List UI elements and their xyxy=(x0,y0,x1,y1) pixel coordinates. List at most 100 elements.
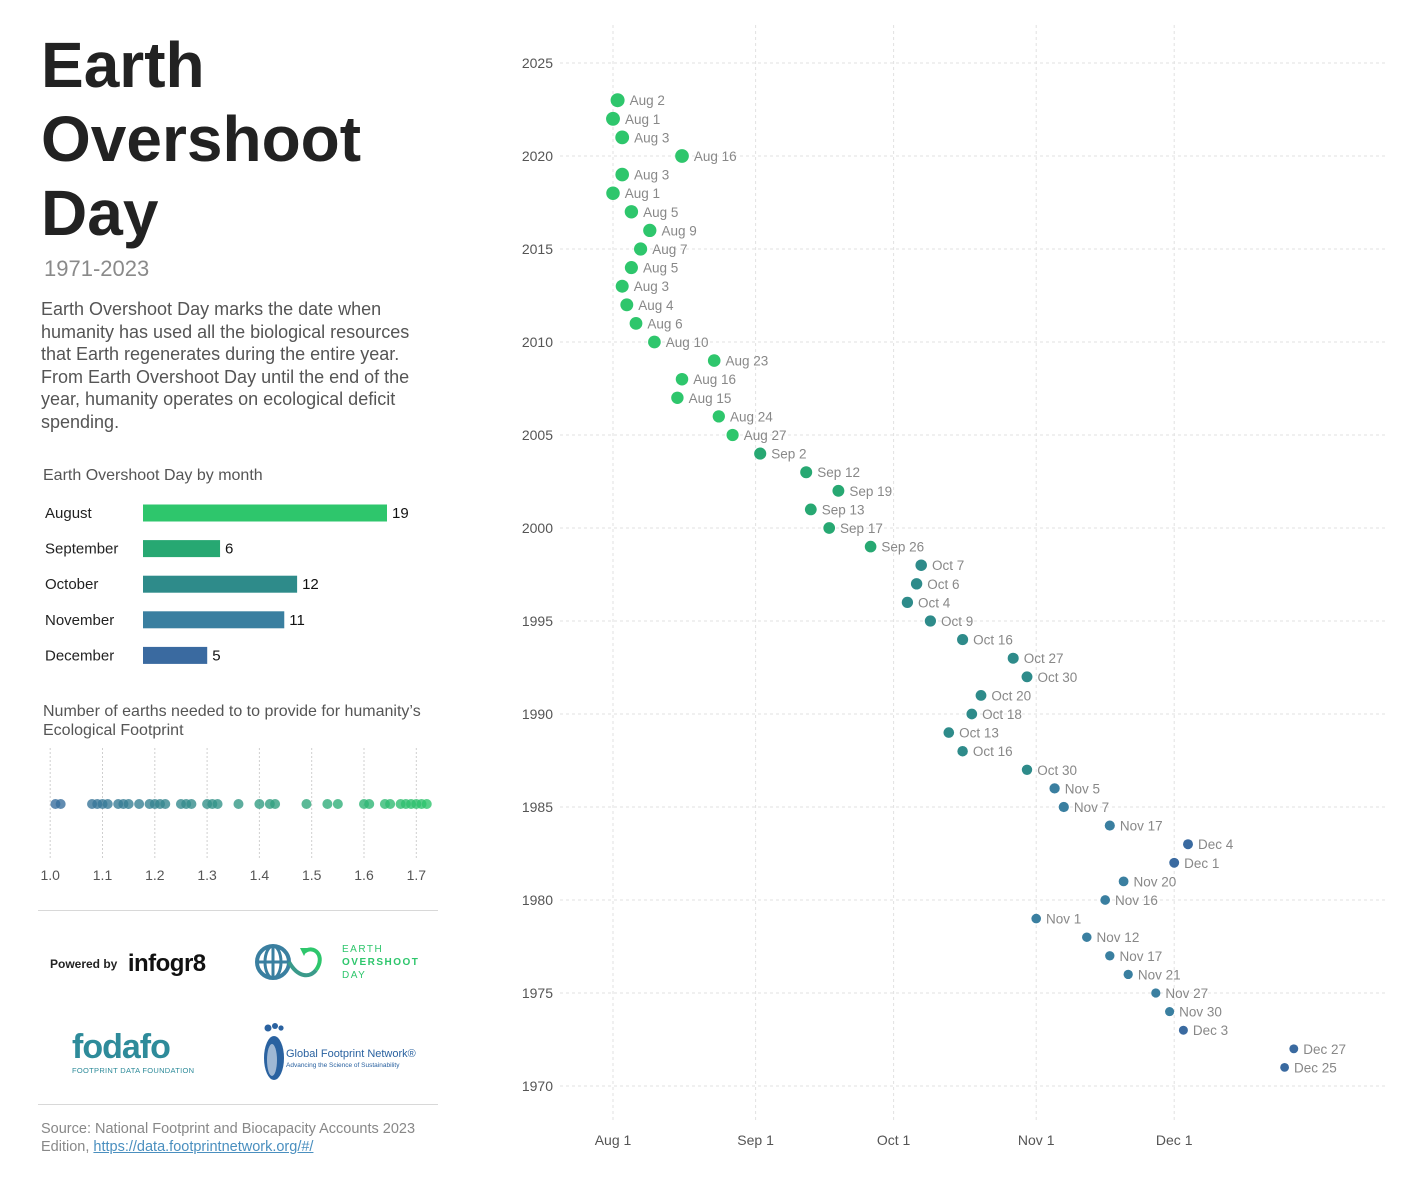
title-line-3: Day xyxy=(41,177,159,249)
month-chart-label: Earth Overshoot Day by month xyxy=(43,467,263,484)
overshoot-point-label: Oct 27 xyxy=(1024,651,1064,666)
overshoot-point-label: Aug 5 xyxy=(643,205,678,220)
overshoot-point-label: Nov 16 xyxy=(1115,893,1158,908)
overshoot-point xyxy=(671,391,684,404)
x-tick-label: Dec 1 xyxy=(1156,1132,1193,1148)
strip-tick-label: 1.1 xyxy=(93,867,113,883)
y-tick-label: 1980 xyxy=(522,892,553,908)
overshoot-point-label: Oct 6 xyxy=(927,577,959,592)
overshoot-point-label: Aug 5 xyxy=(643,261,678,276)
x-tick-label: Aug 1 xyxy=(595,1132,632,1148)
strip-point xyxy=(55,799,66,809)
strip-tick-label: 1.7 xyxy=(407,867,427,883)
overshoot-point xyxy=(1169,857,1180,868)
y-tick-label: 2010 xyxy=(522,334,553,350)
strip-point xyxy=(123,799,134,809)
overshoot-point-label: Sep 12 xyxy=(817,465,860,480)
overshoot-point-label: Nov 1 xyxy=(1046,912,1081,927)
overshoot-point xyxy=(1123,969,1133,980)
month-bar xyxy=(143,540,221,558)
strip-point xyxy=(322,799,333,809)
overshoot-point-label: Aug 10 xyxy=(666,335,709,350)
overshoot-point-label: Oct 16 xyxy=(973,633,1013,648)
overshoot-point-label: Nov 12 xyxy=(1097,930,1140,945)
month-bar-label: September xyxy=(45,541,118,558)
overshoot-point xyxy=(675,149,689,163)
overshoot-point xyxy=(620,298,634,312)
overshoot-point xyxy=(1031,913,1041,924)
overshoot-point-label: Oct 9 xyxy=(941,614,973,629)
overshoot-point-label: Aug 9 xyxy=(661,223,696,238)
strip-point xyxy=(212,799,223,809)
x-tick-label: Sep 1 xyxy=(737,1132,774,1148)
overshoot-point xyxy=(832,484,845,497)
overshoot-point-label: Nov 20 xyxy=(1134,874,1177,889)
earths-chart-label: Number of earths needed to to provide fo… xyxy=(43,702,421,740)
source-link[interactable]: https://data.footprintnetwork.org/#/ xyxy=(93,1139,314,1155)
month-bar xyxy=(143,504,387,522)
month-bar-value: 12 xyxy=(302,576,319,593)
month-bar xyxy=(143,575,298,593)
y-tick-label: 1975 xyxy=(522,985,553,1001)
month-bar-label: December xyxy=(45,647,114,664)
strip-point xyxy=(254,799,265,809)
overshoot-point xyxy=(624,261,638,275)
overshoot-point xyxy=(1105,951,1115,961)
divider-bottom xyxy=(38,1104,438,1105)
overshoot-point-label: Nov 21 xyxy=(1138,967,1181,982)
month-bar-chart: August 19 September 6 October 12 November 11 Dec… xyxy=(45,504,409,664)
overshoot-point xyxy=(1280,1063,1289,1072)
overshoot-point xyxy=(1082,932,1092,942)
infogr8-logo: Powered by infogr8 xyxy=(50,950,230,980)
overshoot-point-label: Dec 4 xyxy=(1198,837,1234,852)
overshoot-point-label: Oct 13 xyxy=(959,726,999,741)
overshoot-point-label: Dec 27 xyxy=(1303,1042,1346,1057)
earths-label-line-1: Number of earths needed to to provide fo… xyxy=(43,703,421,720)
overshoot-point-label: Nov 7 xyxy=(1074,800,1109,815)
title-line-1: Earth xyxy=(41,29,205,101)
overshoot-point-label: Sep 13 xyxy=(822,502,865,517)
fodafo-subtitle: FOOTPRINT DATA FOUNDATION xyxy=(72,1066,195,1075)
y-tick-label: 2025 xyxy=(522,55,553,71)
overshoot-point-label: Sep 26 xyxy=(881,540,924,555)
title-line-2: Overshoot xyxy=(41,103,362,175)
overshoot-point-label: Aug 1 xyxy=(625,186,660,201)
overshoot-point-label: Nov 30 xyxy=(1179,1005,1222,1020)
overshoot-point xyxy=(1049,783,1060,794)
overshoot-point xyxy=(648,335,661,349)
overshoot-point-label: Sep 17 xyxy=(840,521,883,536)
overshoot-point xyxy=(675,372,689,386)
overshoot-point xyxy=(712,410,725,423)
overshoot-point xyxy=(975,690,987,701)
overshoot-point-label: Aug 24 xyxy=(730,409,773,424)
strip-point xyxy=(186,799,197,809)
fodafo-logo: fodafo FOOTPRINT DATA FOUNDATION xyxy=(72,1030,212,1080)
strip-point xyxy=(385,799,396,809)
overshoot-point xyxy=(615,130,630,145)
month-bar-label: November xyxy=(45,612,114,629)
strip-tick-label: 1.2 xyxy=(145,867,165,883)
overshoot-point-label: Sep 19 xyxy=(849,484,892,499)
gfn-tagline: Advancing the Science of Sustainability xyxy=(286,1062,400,1069)
overshoot-point xyxy=(1151,988,1161,998)
overshoot-point-label: Oct 4 xyxy=(918,595,951,610)
overshoot-point-label: Oct 30 xyxy=(1037,763,1077,778)
overshoot-point-label: Aug 4 xyxy=(638,298,674,313)
month-bar-value: 5 xyxy=(212,647,220,664)
overshoot-point-label: Oct 18 xyxy=(982,707,1022,722)
overshoot-point xyxy=(1021,671,1033,683)
overshoot-point xyxy=(634,242,648,256)
month-bar-value: 6 xyxy=(225,541,233,558)
overshoot-point xyxy=(1058,801,1069,813)
overshoot-point-label: Dec 3 xyxy=(1193,1023,1228,1038)
overshoot-point xyxy=(910,578,923,590)
month-bar-value: 19 xyxy=(392,505,409,522)
y-tick-label: 2020 xyxy=(522,148,553,164)
y-tick-label: 2005 xyxy=(522,427,553,443)
left-panel: Earth Overshoot Day 1971-2023 Earth Over… xyxy=(0,0,470,1186)
gfn-wordmark: Global Footprint Network® xyxy=(286,1048,416,1060)
overshoot-point-label: Nov 5 xyxy=(1065,781,1100,796)
overshoot-point-label: Dec 1 xyxy=(1184,856,1219,871)
overshoot-point xyxy=(726,428,739,442)
overshoot-point-label: Dec 25 xyxy=(1294,1060,1337,1075)
